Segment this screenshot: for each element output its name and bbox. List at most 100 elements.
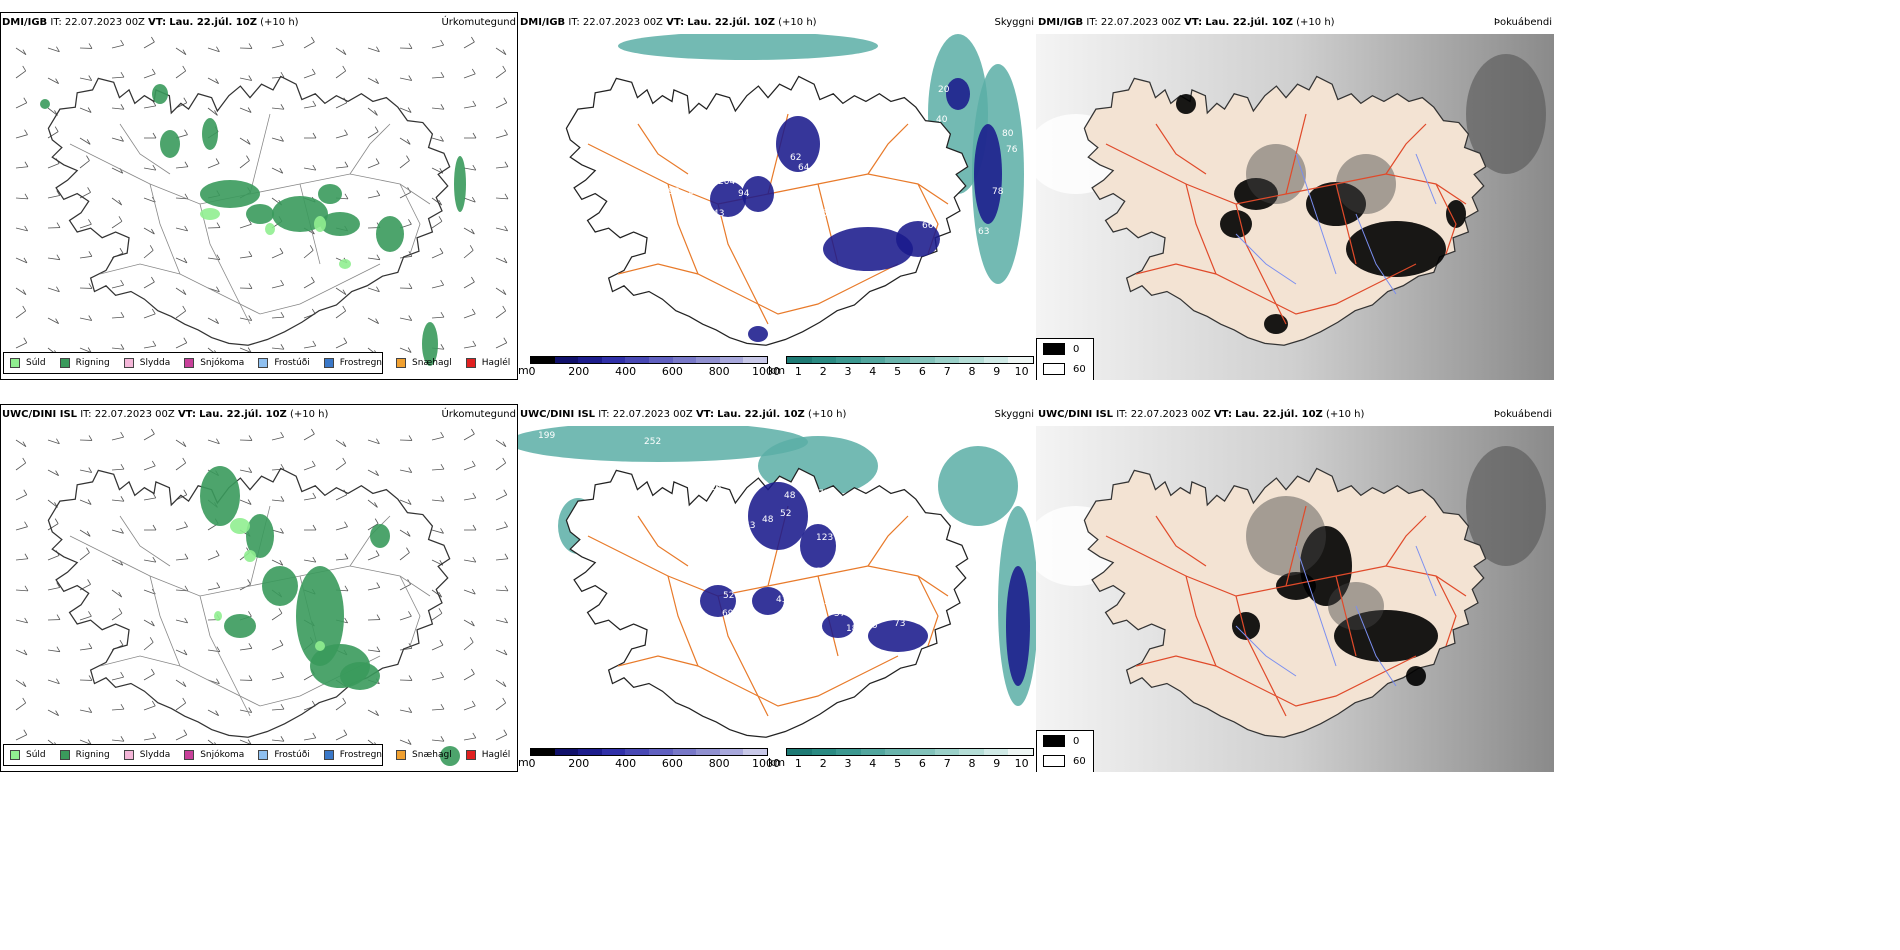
wind-barb-flag — [183, 257, 188, 264]
wind-barb-flag — [22, 441, 27, 447]
wind-barb-flag — [216, 438, 220, 444]
legend-swatch — [184, 358, 195, 368]
wind-barb — [463, 433, 475, 441]
road-line — [199, 203, 251, 325]
wind-barb-flag — [280, 528, 284, 534]
wind-barb-flag — [182, 289, 187, 295]
colorbar-cell — [787, 357, 812, 363]
wind-barb — [399, 107, 412, 113]
river-line — [1415, 153, 1437, 205]
road-line — [637, 515, 689, 567]
wind-barb — [463, 589, 476, 595]
wind-barb-flag — [471, 68, 476, 75]
wind-barb-flag — [343, 337, 348, 343]
wind-barb-flag — [342, 65, 347, 72]
wind-barb-flag — [88, 315, 93, 321]
colorbar-cell — [959, 749, 984, 755]
wind-barb — [303, 281, 315, 289]
legend-item: Slydda — [123, 358, 171, 368]
wind-barb-flag — [438, 216, 443, 222]
wind-barb — [303, 433, 315, 441]
colorbar-cell — [1008, 357, 1033, 363]
wind-barb-flag — [471, 276, 475, 283]
wind-barb-flag — [120, 71, 125, 78]
road-line — [917, 575, 939, 647]
wind-barb-flag — [407, 107, 412, 113]
wind-barb — [367, 709, 379, 716]
wind-barb — [15, 257, 28, 264]
legend-item: Snæhagl — [396, 750, 452, 760]
wind-barb — [399, 552, 410, 561]
wind-barb — [271, 107, 284, 110]
wind-barb — [495, 257, 508, 264]
wind-barb-flag — [343, 729, 348, 735]
wind-barb-flag — [86, 547, 90, 553]
colorbar-tick: 6 — [918, 365, 926, 378]
colorbar-tick: 200 — [568, 757, 590, 770]
wind-barb — [111, 44, 124, 49]
legend-swatch — [396, 750, 407, 760]
wind-barb-flag — [375, 710, 379, 716]
cloud-base-value: 71 — [818, 597, 829, 607]
wind-barb — [143, 641, 154, 651]
road-line — [667, 575, 699, 667]
wind-barb-flag — [440, 463, 445, 470]
wind-barb-flag — [118, 216, 123, 222]
colorbar-tick: 1000 — [752, 757, 780, 770]
wind-barb-flag — [376, 582, 381, 588]
wind-barb — [15, 197, 28, 200]
wind-barb-flag — [120, 496, 125, 502]
wind-barb-flag — [182, 49, 187, 55]
wind-barb — [143, 705, 156, 711]
wind-barb — [79, 709, 92, 713]
wind-barb — [271, 559, 283, 566]
wind-barb — [15, 526, 28, 531]
colorbar-cell — [696, 749, 720, 755]
wind-barb-flag — [503, 97, 508, 103]
wind-barb-flag — [374, 502, 378, 508]
wind-barb — [175, 342, 187, 349]
legend-label: 0 — [1073, 343, 1080, 355]
wind-barb-flag — [471, 308, 476, 315]
wind-barb — [47, 77, 59, 84]
panel-title: Úrkomutegund — [441, 409, 516, 420]
wind-barb-flag — [216, 582, 221, 588]
wind-barb — [495, 70, 506, 79]
panel-header: UWC/DINI ISL IT: 22.07.2023 00Z VT: Lau.… — [520, 409, 847, 420]
wind-barb-flag — [311, 36, 315, 43]
road-line — [1435, 183, 1457, 255]
wind-barb-flag — [248, 75, 253, 81]
wind-barb — [431, 76, 444, 79]
cloud-base-value: 284 — [778, 177, 795, 187]
colorbar-tick: 0 — [528, 757, 536, 770]
drizzle-area — [315, 641, 325, 651]
wind-barb-flag — [120, 463, 125, 470]
wind-barb-flag — [24, 521, 28, 527]
wind-barb-flag — [119, 639, 124, 646]
wind-barb-flag — [87, 739, 92, 745]
drizzle-area — [339, 259, 351, 269]
colorbar-cell — [672, 357, 697, 363]
wind-barb-flag — [247, 579, 251, 585]
fog-panel-row2: UWC/DINI ISL IT: 22.07.2023 00Z VT: Lau.… — [1036, 404, 1554, 772]
wind-barb-flag — [408, 707, 413, 713]
wind-barb — [143, 465, 156, 471]
cloud-base-value: 78 — [778, 319, 790, 329]
wind-barb-flag — [279, 168, 284, 174]
wind-barb — [431, 612, 443, 621]
precip-map — [15, 428, 509, 766]
rain-area — [296, 566, 344, 666]
cloud-base-value: 10 — [840, 583, 852, 593]
cloud-base-area — [748, 326, 768, 342]
colorbar: 0 200 400 600 800 1000 — [528, 748, 780, 770]
cloud-panel-row2: UWC/DINI ISL IT: 22.07.2023 00Z VT: Lau.… — [518, 404, 1036, 772]
legend-label: Slydda — [139, 358, 171, 368]
wind-barb-flag — [502, 441, 507, 447]
wind-barb-flag — [246, 139, 251, 145]
colorbar-cell — [648, 357, 673, 363]
wind-barb-flag — [440, 431, 444, 438]
wind-barb-flag — [87, 107, 92, 113]
wind-barb-flag — [182, 681, 187, 687]
cloud-base-value: 203 — [688, 187, 705, 197]
